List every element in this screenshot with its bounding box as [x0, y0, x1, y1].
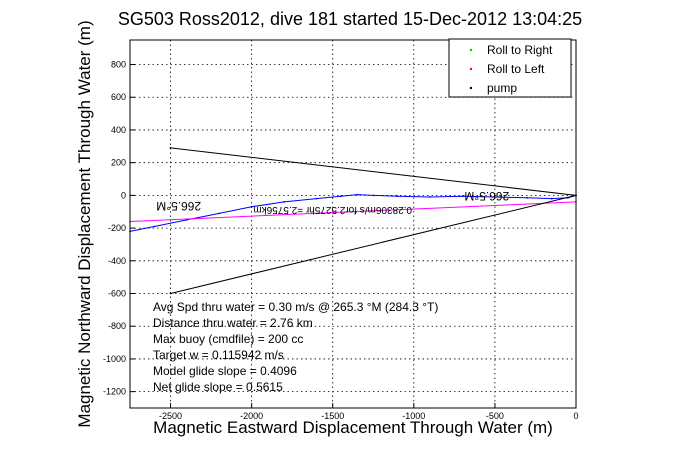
annotation-label: 0.28306m/s for2.5275hr =2.5756km	[253, 204, 412, 215]
x-tick-label: 0	[573, 411, 578, 421]
series-point	[372, 194, 375, 197]
stats-line: Distance thru water = 2.76 km	[153, 316, 313, 330]
axes-box	[129, 39, 577, 409]
y-tick-label: -1000	[103, 354, 126, 364]
y-tick-label: -200	[108, 223, 126, 233]
y-tick-label: -1200	[103, 387, 126, 397]
series-point	[169, 147, 172, 149]
legend-label: pump	[487, 81, 517, 95]
stats-line: Net glide slope = 0.5615	[153, 380, 283, 394]
series-line-2	[170, 147, 577, 294]
legend-label: Roll to Left	[487, 62, 545, 76]
x-tick-label: -1500	[321, 411, 344, 421]
y-tick-label: -600	[108, 289, 126, 299]
y-tick-label: 800	[111, 60, 126, 70]
stats-line: Avg Spd thru water = 0.30 m/s @ 265.3 °M…	[153, 300, 438, 314]
legend-box	[448, 38, 572, 98]
series-point	[218, 212, 221, 215]
series-point	[283, 201, 285, 203]
series-point	[153, 225, 156, 228]
legend-marker	[469, 67, 473, 71]
series-point	[169, 292, 172, 295]
x-tick-label: -2000	[240, 411, 263, 421]
x-tick-label: -500	[486, 411, 504, 421]
y-tick-label: 200	[111, 158, 126, 168]
series-point	[315, 197, 318, 200]
series-point	[396, 195, 399, 198]
series-point	[550, 197, 553, 200]
x-ticks: -2500 -2000 -1500 -1000 -500 0	[159, 403, 579, 421]
x-axis-label: Magnetic Eastward Displacement Through W…	[153, 418, 553, 437]
series-point	[339, 195, 342, 198]
y-ticks: -1200 -1000 -800 -600 -400 -200 0 200 400 600 800	[103, 60, 135, 397]
x-tick-label: -2500	[159, 411, 182, 421]
series-point	[250, 205, 253, 208]
legend: Roll to Right Roll to Left pump	[448, 38, 572, 98]
series-point	[461, 195, 464, 198]
y-tick-label: 0	[121, 190, 126, 200]
legend-marker	[469, 86, 473, 90]
series-line-1	[129, 201, 577, 222]
stats-line: Target w = 0.115942 m/s	[153, 348, 284, 362]
stats-line: Model glide slope = 0.4096	[153, 364, 297, 378]
y-tick-label: 600	[111, 92, 126, 102]
y-tick-label: 400	[111, 125, 126, 135]
series-line-0	[129, 194, 577, 232]
y-tick-label: -400	[108, 256, 126, 266]
legend-label: Roll to Right	[487, 43, 553, 57]
series-point	[526, 196, 529, 199]
annotation-label: 266.5°M	[156, 199, 201, 213]
y-axis-label: Magnetic Northward Displacement Through …	[75, 20, 94, 427]
legend-marker	[469, 48, 473, 52]
annotation-label: 266.5°M	[464, 189, 509, 203]
series-point	[429, 196, 431, 198]
series-point	[356, 193, 358, 196]
stats-line: Max buoy (cmdfile) = 200 cc	[153, 332, 303, 346]
stats-text: Avg Spd thru water = 0.30 m/s @ 265.3 °M…	[153, 300, 438, 394]
chart-title: SG503 Ross2012, dive 181 started 15-Dec-…	[118, 9, 582, 29]
series-point	[494, 196, 496, 198]
x-tick-label: -1000	[402, 411, 425, 421]
annotations: 266.5°M 266.5°M 0.28306m/s for2.5275hr =2.…	[156, 189, 509, 215]
y-tick-label: -800	[108, 321, 126, 331]
series-group	[129, 147, 577, 295]
